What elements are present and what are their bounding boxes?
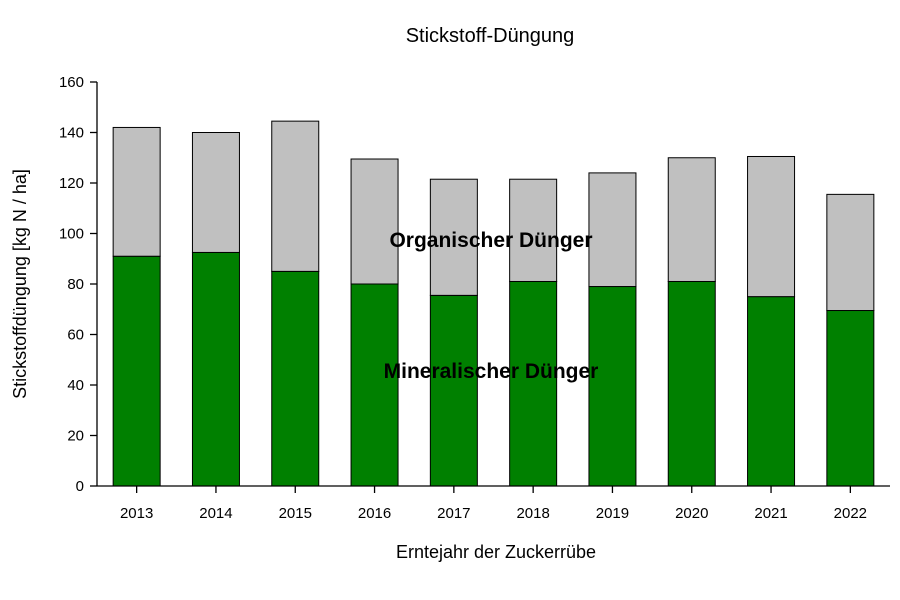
bar-2018-mineral <box>509 280 558 487</box>
x-tick-label: 2014 <box>199 505 232 522</box>
bar-2015-mineral <box>271 270 320 487</box>
bar-2015-organic <box>271 120 320 272</box>
bar-2021-organic <box>747 155 796 298</box>
x-tick-label: 2013 <box>120 505 153 522</box>
bars-group <box>112 120 875 487</box>
bar-2014-organic <box>191 132 240 253</box>
bar-2019-organic <box>588 172 637 288</box>
y-tick-label: 100 <box>59 226 84 243</box>
x-tick-label: 2015 <box>279 505 312 522</box>
x-tick-label: 2022 <box>834 505 867 522</box>
bar-2019-mineral <box>588 286 637 487</box>
bar-2021-mineral <box>747 296 796 487</box>
y-tick-label: 120 <box>59 175 84 192</box>
bar-2013-organic <box>112 126 161 257</box>
y-tick-label: 80 <box>67 276 84 293</box>
bar-2013-mineral <box>112 255 161 487</box>
y-axis-label: Stickstoffdüngung [kg N / ha] <box>10 169 30 399</box>
bar-2016-organic <box>350 158 399 285</box>
y-tick-label: 40 <box>67 377 84 394</box>
y-tick-label: 160 <box>59 74 84 91</box>
x-tick-label: 2018 <box>516 505 549 522</box>
y-tick-label: 140 <box>59 125 84 142</box>
annotation-mineral: Mineralischer Dünger <box>384 360 599 383</box>
x-tick-label: 2019 <box>596 505 629 522</box>
bar-2016-mineral <box>350 283 399 487</box>
x-tick-label: 2016 <box>358 505 391 522</box>
bar-2022-organic <box>826 193 875 312</box>
bar-2022-mineral <box>826 310 875 487</box>
x-tick-label: 2020 <box>675 505 708 522</box>
y-tick-label: 0 <box>76 478 84 495</box>
bar-2018-organic <box>509 178 558 282</box>
bar-2017-organic <box>429 178 478 296</box>
chart-title: Stickstoff-Düngung <box>406 25 575 47</box>
annotation-organic: Organischer Dünger <box>389 229 592 252</box>
bar-2017-mineral <box>429 294 478 487</box>
x-tick-label: 2017 <box>437 505 470 522</box>
bar-2020-organic <box>667 157 716 282</box>
x-tick-label: 2021 <box>754 505 787 522</box>
y-ticks-group: 0 20 40 60 80 100 120 140 160 <box>59 74 97 495</box>
bar-2020-mineral <box>667 280 716 487</box>
y-tick-label: 60 <box>67 327 84 344</box>
y-tick-label: 20 <box>67 428 84 445</box>
bar-2014-mineral <box>191 251 240 487</box>
x-axis-label: Erntejahr der Zuckerrübe <box>396 542 596 562</box>
x-ticks-group: 2013 2014 2015 2016 2017 2018 2019 2020 2021 2022 <box>120 486 867 522</box>
annotations-group: Mineralischer Dünger Organischer Dünger <box>384 229 599 383</box>
